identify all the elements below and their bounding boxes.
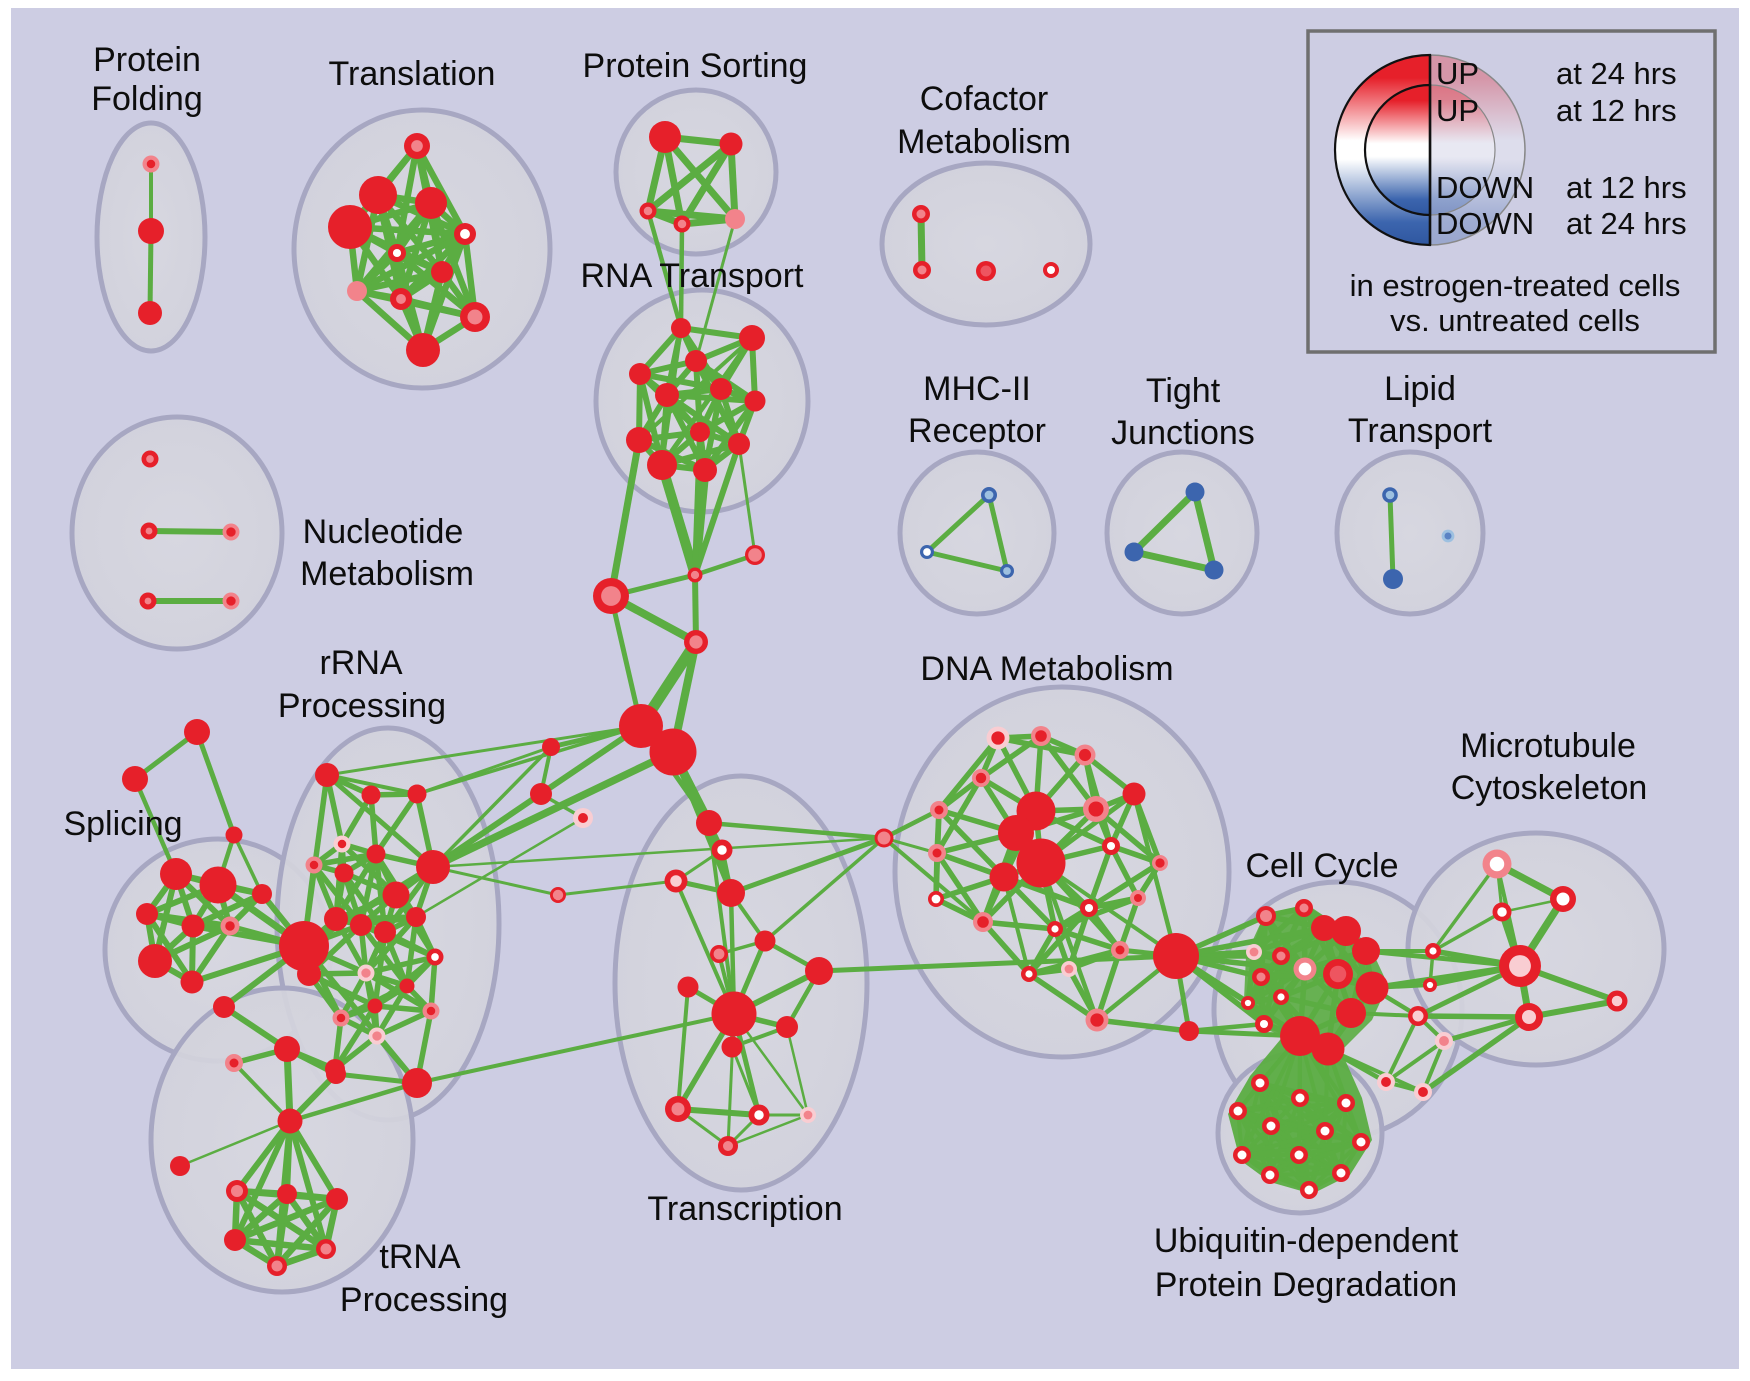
svg-text:MHC-II: MHC-II: [923, 370, 1031, 408]
svg-text:Ubiquitin-dependent: Ubiquitin-dependent: [1154, 1222, 1459, 1260]
svg-text:Metabolism: Metabolism: [300, 555, 474, 593]
svg-text:Microtubule: Microtubule: [1460, 727, 1636, 765]
svg-text:at 12 hrs: at 12 hrs: [1566, 170, 1687, 205]
svg-text:Protein: Protein: [93, 41, 201, 79]
svg-text:Folding: Folding: [91, 80, 203, 118]
svg-text:Processing: Processing: [340, 1281, 508, 1319]
svg-text:DNA Metabolism: DNA Metabolism: [920, 650, 1173, 688]
svg-text:in estrogen-treated cells: in estrogen-treated cells: [1350, 268, 1681, 303]
svg-text:Cell Cycle: Cell Cycle: [1245, 847, 1398, 885]
svg-text:Tight: Tight: [1146, 372, 1221, 410]
svg-text:Cofactor: Cofactor: [920, 80, 1049, 118]
svg-text:tRNA: tRNA: [379, 1238, 461, 1276]
svg-text:Transport: Transport: [1348, 412, 1493, 450]
svg-text:Receptor: Receptor: [908, 412, 1046, 450]
svg-text:at 24 hrs: at 24 hrs: [1556, 56, 1677, 91]
svg-text:UP: UP: [1436, 56, 1479, 91]
svg-text:Cytoskeleton: Cytoskeleton: [1451, 769, 1648, 807]
svg-text:rRNA: rRNA: [319, 644, 402, 682]
svg-text:Lipid: Lipid: [1384, 370, 1456, 408]
svg-text:Transcription: Transcription: [647, 1190, 842, 1228]
svg-text:Translation: Translation: [329, 55, 496, 93]
svg-text:Protein Degradation: Protein Degradation: [1155, 1266, 1457, 1304]
svg-text:vs. untreated cells: vs. untreated cells: [1390, 303, 1640, 338]
svg-text:Protein Sorting: Protein Sorting: [583, 47, 808, 85]
svg-text:UP: UP: [1436, 93, 1479, 128]
svg-text:DOWN: DOWN: [1436, 170, 1534, 205]
svg-text:DOWN: DOWN: [1436, 206, 1534, 241]
svg-text:Splicing: Splicing: [63, 805, 182, 843]
svg-text:at 12 hrs: at 12 hrs: [1556, 93, 1677, 128]
svg-text:Nucleotide: Nucleotide: [303, 513, 464, 551]
svg-text:Metabolism: Metabolism: [897, 123, 1071, 161]
svg-text:Processing: Processing: [278, 687, 446, 725]
svg-text:Junctions: Junctions: [1111, 414, 1255, 452]
svg-text:RNA Transport: RNA Transport: [581, 257, 805, 295]
svg-text:at 24 hrs: at 24 hrs: [1566, 206, 1687, 241]
